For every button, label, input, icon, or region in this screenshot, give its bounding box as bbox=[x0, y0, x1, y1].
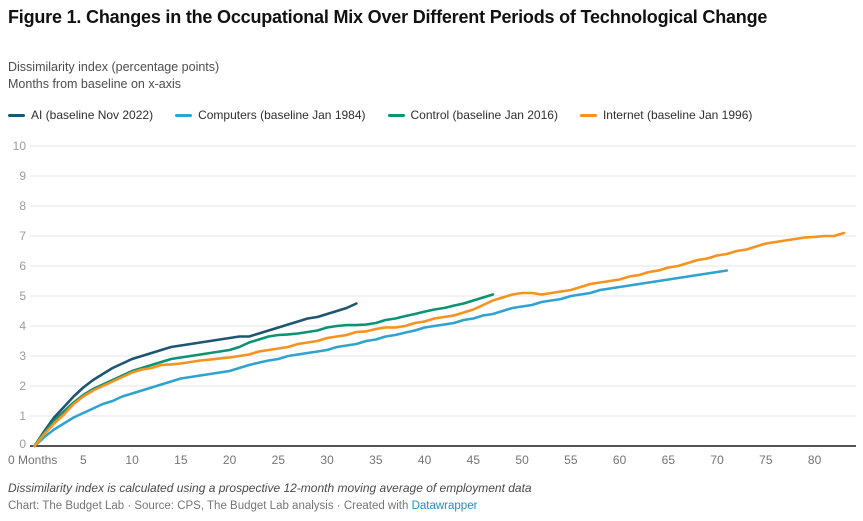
legend-item-computers: Computers (baseline Jan 1984) bbox=[175, 108, 366, 122]
series-line-ai[interactable] bbox=[33, 302, 358, 448]
footnote: Dissimilarity index is calculated using … bbox=[8, 481, 532, 495]
x-tick-label: 50 bbox=[515, 453, 529, 467]
x-tick-label: 55 bbox=[564, 453, 578, 467]
x-tick-label: 10 bbox=[125, 453, 139, 467]
y-tick-label: 1 bbox=[19, 409, 26, 423]
datawrapper-link[interactable]: Datawrapper bbox=[411, 500, 478, 512]
x-tick-label: 5 bbox=[80, 453, 87, 467]
x-tick-label: 40 bbox=[418, 453, 432, 467]
series-line-control[interactable] bbox=[33, 293, 495, 448]
x-tick-label: 35 bbox=[369, 453, 383, 467]
figure-title: Figure 1. Changes in the Occupational Mi… bbox=[8, 7, 768, 27]
x-tick-label: 0 Months bbox=[8, 453, 57, 467]
y-tick-label: 2 bbox=[19, 379, 26, 393]
credits-line: Chart: The Budget Lab · Source: CPS, The… bbox=[8, 500, 808, 512]
series-line-computers[interactable] bbox=[33, 269, 729, 448]
subtitle-line-1: Dissimilarity index (percentage points) bbox=[8, 60, 220, 74]
x-tick-label: 75 bbox=[759, 453, 773, 467]
y-tick-label: 7 bbox=[19, 229, 26, 243]
legend-item-ai: AI (baseline Nov 2022) bbox=[8, 108, 153, 122]
x-tick-label: 60 bbox=[613, 453, 627, 467]
y-tick-label: 4 bbox=[19, 319, 26, 333]
y-tick-label: 5 bbox=[19, 289, 26, 303]
x-tick-label: 65 bbox=[662, 453, 676, 467]
legend-swatch-icon bbox=[387, 113, 405, 117]
legend-item-internet: Internet (baseline Jan 1996) bbox=[579, 108, 753, 122]
credits-text: Chart: The Budget Lab · Source: CPS, The… bbox=[8, 500, 412, 512]
x-tick-label: 25 bbox=[272, 453, 286, 467]
figure-subtitle: Dissimilarity index (percentage points) … bbox=[8, 59, 708, 93]
y-tick-label: 9 bbox=[19, 169, 26, 183]
x-tick-label: 30 bbox=[320, 453, 334, 467]
y-tick-label: 8 bbox=[19, 199, 26, 213]
x-tick-label: 45 bbox=[467, 453, 481, 467]
legend-item-control: Control (baseline Jan 2016) bbox=[387, 108, 558, 122]
legend: AI (baseline Nov 2022) Computers (baselin… bbox=[8, 108, 856, 122]
legend-label: Control (baseline Jan 2016) bbox=[410, 108, 558, 122]
subtitle-line-2: Months from baseline on x-axis bbox=[8, 77, 181, 91]
legend-label: Computers (baseline Jan 1984) bbox=[198, 108, 366, 122]
legend-swatch-icon bbox=[8, 113, 25, 117]
legend-swatch-icon bbox=[175, 113, 193, 117]
series-line-internet[interactable] bbox=[33, 231, 846, 448]
x-tick-label: 80 bbox=[808, 453, 822, 467]
x-tick-label: 20 bbox=[223, 453, 237, 467]
x-tick-label: 15 bbox=[174, 453, 188, 467]
y-tick-label: 3 bbox=[19, 349, 26, 363]
x-tick-label: 70 bbox=[710, 453, 724, 467]
y-tick-label: 10 bbox=[13, 140, 27, 153]
y-tick-label: 0 bbox=[19, 437, 26, 451]
y-tick-label: 6 bbox=[19, 259, 26, 273]
legend-swatch-icon bbox=[579, 113, 597, 117]
legend-label: Internet (baseline Jan 1996) bbox=[602, 108, 753, 122]
chart-area: 0 1 2 3 4 5 6 7 8 9 10 0 Months 5 10 15 20 25 30 35 40 45 50 5… bbox=[0, 139, 863, 470]
legend-label: AI (baseline Nov 2022) bbox=[31, 108, 154, 122]
